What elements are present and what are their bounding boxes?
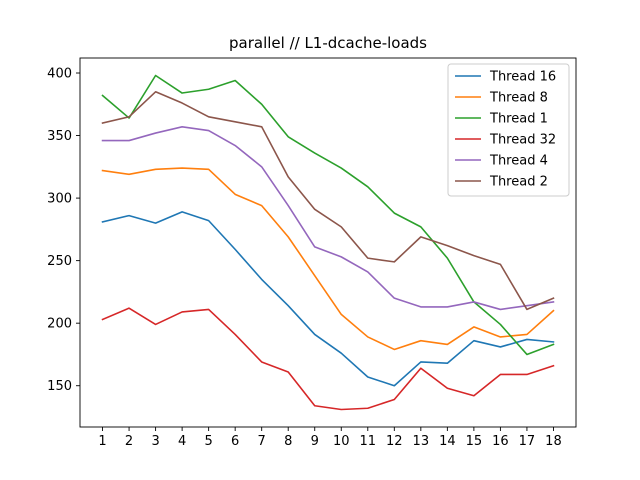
x-tick-label: 1 (98, 434, 106, 449)
axes-frame (79, 57, 577, 428)
x-tick-label: 14 (439, 434, 456, 449)
x-tick-label: 16 (492, 434, 509, 449)
legend-label: Thread 32 (489, 133, 556, 148)
y-tick-label: 200 (47, 317, 72, 332)
x-tick-label: 9 (311, 434, 319, 449)
y-tick-label: 300 (47, 192, 72, 207)
x-tick-label: 17 (519, 434, 536, 449)
y-tick-label: 250 (47, 254, 72, 269)
plot-area (101, 74, 555, 411)
legend: Thread 16 Thread 8 Thread 1 Thread 32 Thread… (447, 63, 570, 197)
legend-label: Thread 2 (489, 175, 548, 190)
x-tick-label: 11 (360, 434, 377, 449)
x-tick-label: 3 (151, 434, 159, 449)
x-tick-label: 12 (386, 434, 403, 449)
y-tick-label: 150 (47, 379, 72, 394)
series-line-thread-32 (101, 307, 555, 411)
series-line-thread-8 (101, 167, 555, 351)
x-tick-label: 2 (125, 434, 133, 449)
x-tick-label: 10 (333, 434, 350, 449)
series-line-thread-2 (101, 90, 555, 311)
chart-title: parallel // L1-dcache-loads (229, 34, 427, 52)
legend-label: Thread 1 (489, 112, 548, 127)
y-tick-label: 400 (47, 67, 72, 82)
x-tick-label: 4 (178, 434, 186, 449)
legend-label: Thread 8 (489, 91, 548, 106)
series-line-thread-4 (101, 126, 555, 311)
y-tick-label: 350 (47, 129, 72, 144)
legend-label: Thread 16 (489, 70, 556, 85)
axes: 1 2 3 4 5 6 7 8 9 10 11 12 13 14 15 16 17 181502002503003… (47, 57, 577, 449)
series-line-thread-16 (101, 211, 555, 387)
x-tick-label: 6 (231, 434, 239, 449)
x-tick-label: 13 (413, 434, 430, 449)
legend-label: Thread 4 (489, 154, 548, 169)
x-tick-label: 8 (284, 434, 292, 449)
series-line-thread-1 (101, 74, 555, 356)
x-tick-label: 18 (545, 434, 562, 449)
x-tick-label: 5 (205, 434, 213, 449)
x-tick-label: 15 (466, 434, 483, 449)
x-tick-label: 7 (258, 434, 266, 449)
